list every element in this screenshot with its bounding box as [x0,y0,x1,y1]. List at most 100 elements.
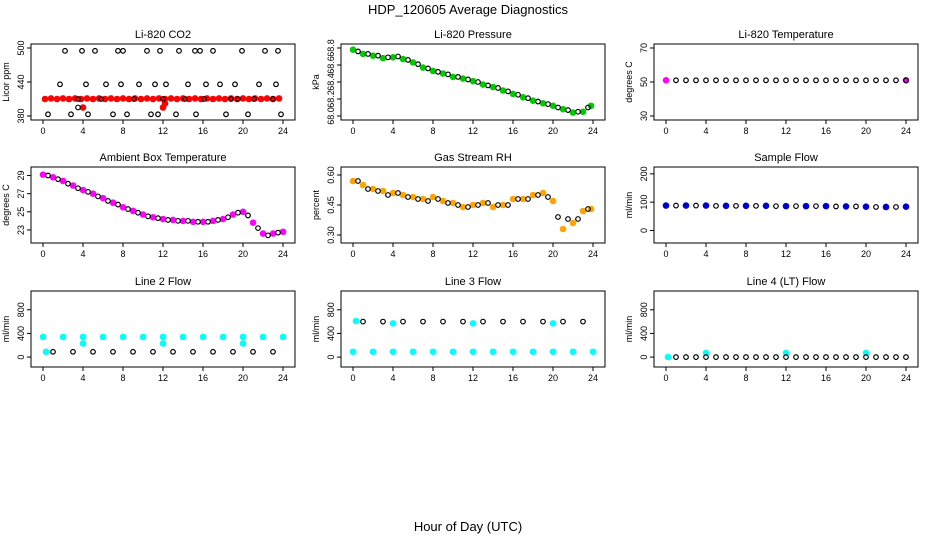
x-tick-label: 8 [430,373,435,383]
data-point [683,77,689,84]
data-point [221,95,229,103]
data-point [201,96,207,102]
data-point [569,219,577,227]
x-tick-label: 12 [781,249,791,259]
chart-title: Line 4 (LT) Flow [747,276,826,288]
data-point [853,77,859,84]
y-tick-label: 0.45 [326,196,336,214]
data-point [75,104,81,111]
data-point [47,95,55,102]
data-point [469,348,477,356]
x-tick-label: 16 [821,373,831,383]
plot-frame [340,290,606,368]
data-point [823,77,829,84]
data-point [529,191,537,199]
x-tick-label: 16 [198,126,208,136]
data-point [449,199,457,207]
data-point [215,217,221,223]
y-axis-label: Licor ppm [1,62,11,102]
data-point [515,91,521,98]
data-point [579,108,587,116]
data-point [440,318,446,325]
data-point [245,95,253,103]
data-point [833,77,839,84]
data-point [435,196,441,202]
data-point [489,348,497,356]
data-point [539,99,547,107]
x-tick-label: 0 [663,249,668,259]
data-point [723,77,729,84]
data-point [192,47,198,54]
data-point [270,96,276,102]
data-point [229,211,237,218]
data-point [853,203,859,210]
data-point [173,95,181,103]
data-point [475,202,481,208]
x-tick-label: 8 [430,126,435,136]
y-tick-label: 50 [639,77,649,87]
data-point [873,204,879,210]
x-tick-label: 4 [390,249,395,259]
data-point [119,95,127,102]
x-tick-label: 8 [430,249,435,259]
data-point [873,354,879,360]
data-point [419,64,427,71]
data-point [379,187,387,195]
x-tick-label: 4 [390,373,395,383]
data-point [475,79,481,85]
data-point [279,228,287,236]
data-point [163,81,169,88]
data-point [65,95,73,103]
data-point [783,354,789,360]
data-point [369,52,377,59]
x-tick-label: 12 [781,126,791,136]
y-axis-label: ml/min [624,316,634,343]
data-point [215,95,223,102]
data-point [179,217,187,225]
y-tick-label: 68.8 [326,39,336,57]
data-point [389,348,397,356]
data-point [893,354,899,360]
data-point [115,201,121,208]
data-point [803,354,809,360]
data-point [159,215,167,223]
x-tick-label: 24 [278,249,288,259]
data-point [230,348,236,355]
data-point [585,104,591,111]
data-point [540,318,546,325]
data-point [833,203,839,210]
data-point [773,354,779,360]
data-point [883,354,889,360]
data-point [42,348,50,356]
data-point [217,81,223,88]
data-point [505,202,511,208]
plot-frame [30,166,296,244]
data-point [205,218,211,225]
data-point [833,354,839,360]
data-point [409,193,417,201]
data-point [469,320,477,327]
data-point [62,47,68,54]
y-tick-label: 68.4 [326,73,336,91]
data-point [842,203,850,210]
data-point [525,95,531,102]
y-tick-label: 500 [16,40,26,55]
x-tick-label: 24 [901,249,911,259]
y-axis-label: percent [311,189,321,220]
y-tick-label: 70 [639,43,649,53]
data-point [57,81,63,88]
data-point [555,214,561,220]
data-point [165,217,171,223]
data-point [459,203,467,211]
data-point [45,111,51,118]
data-point [190,348,196,355]
data-point [753,77,759,84]
data-point [575,108,581,115]
data-point [125,95,133,103]
data-point [157,47,163,54]
y-tick-label: 0 [639,228,649,233]
x-tick-label: 4 [703,373,708,383]
data-point [405,57,411,63]
data-point [515,196,521,202]
